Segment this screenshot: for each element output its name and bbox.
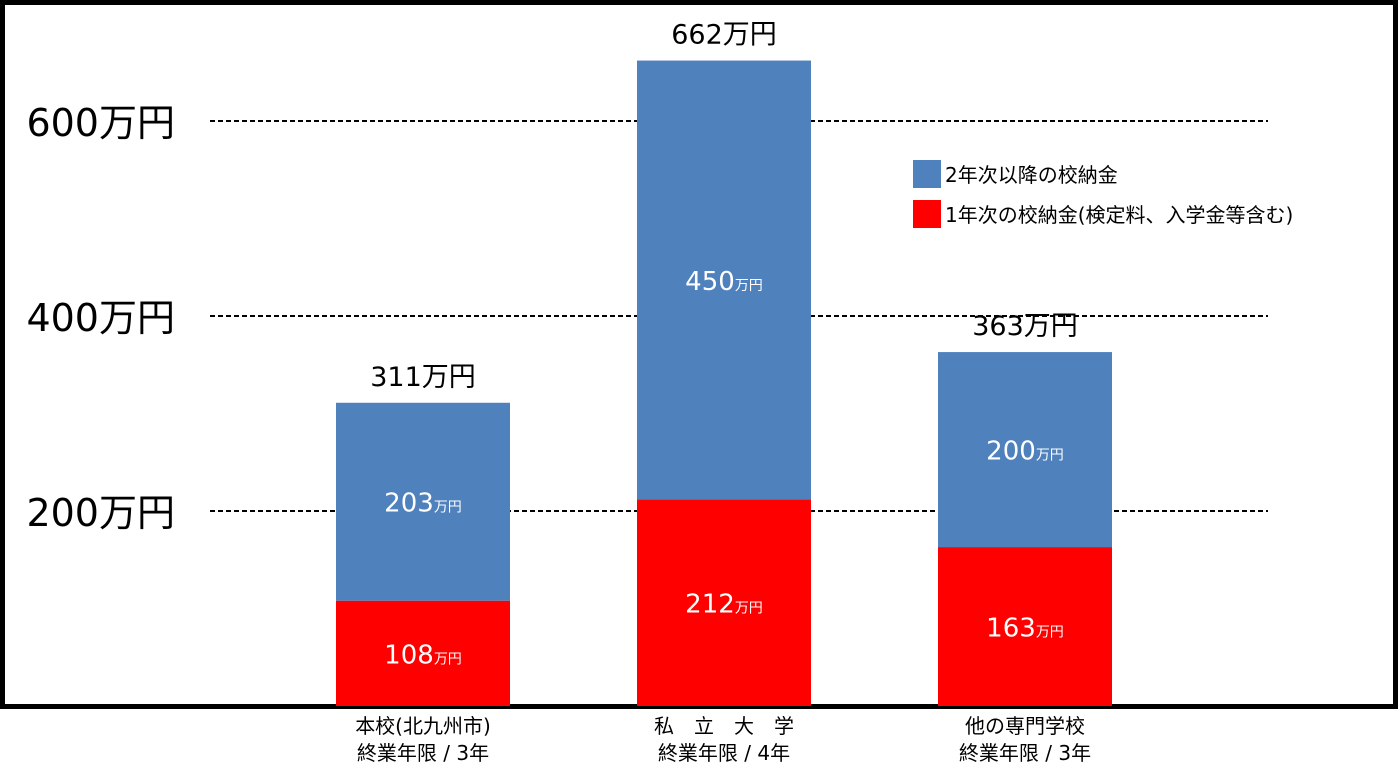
bar-total-label: 311万円 [370, 362, 476, 393]
y-tick-label: 200万円 [26, 491, 175, 535]
bar-value-label: 450万円 [685, 267, 763, 297]
bar-value-label: 203万円 [384, 489, 462, 519]
x-category-label: 終業年限 / 3年 [357, 741, 489, 765]
legend-label: 2年次以降の校納金 [945, 163, 1118, 187]
bar-segment-later-years [938, 352, 1112, 548]
bar-value-label: 212万円 [685, 590, 763, 620]
bar-value-label: 108万円 [384, 640, 462, 670]
bar-segment-first-year [637, 499, 811, 706]
x-category-label: 終業年限 / 3年 [959, 741, 1091, 765]
legend-label: 1年次の校納金(検定料、入学金等含む) [945, 203, 1293, 227]
legend-swatch [913, 160, 941, 188]
bar-value-label: 163万円 [986, 614, 1064, 644]
x-category-label: 私 立 大 学 [654, 714, 794, 738]
x-category-label: 他の専門学校 [965, 714, 1085, 738]
bars: 108万円 203万円 311万円 212万円 450万円 662万円 163万円 200万円… [336, 20, 1112, 706]
legend-swatch [913, 200, 941, 228]
bar-segment-later-years [336, 402, 510, 601]
y-tick-label: 400万円 [26, 296, 175, 340]
bar-segment-first-year [938, 547, 1112, 706]
legend: 2年次以降の校納金 1年次の校納金(検定料、入学金等含む) [913, 160, 1293, 228]
y-axis-ticks: 200万円 400万円 600万円 [26, 101, 175, 535]
bar-total-label: 662万円 [671, 20, 777, 51]
x-category-label: 本校(北九州市) [355, 714, 491, 738]
bar-total-label: 363万円 [972, 311, 1078, 342]
bar-segment-first-year [336, 600, 510, 706]
bar-value-label: 200万円 [986, 437, 1064, 467]
bar-segment-later-years [637, 60, 811, 500]
x-category-label: 終業年限 / 4年 [658, 741, 790, 765]
y-tick-label: 600万円 [26, 101, 175, 145]
